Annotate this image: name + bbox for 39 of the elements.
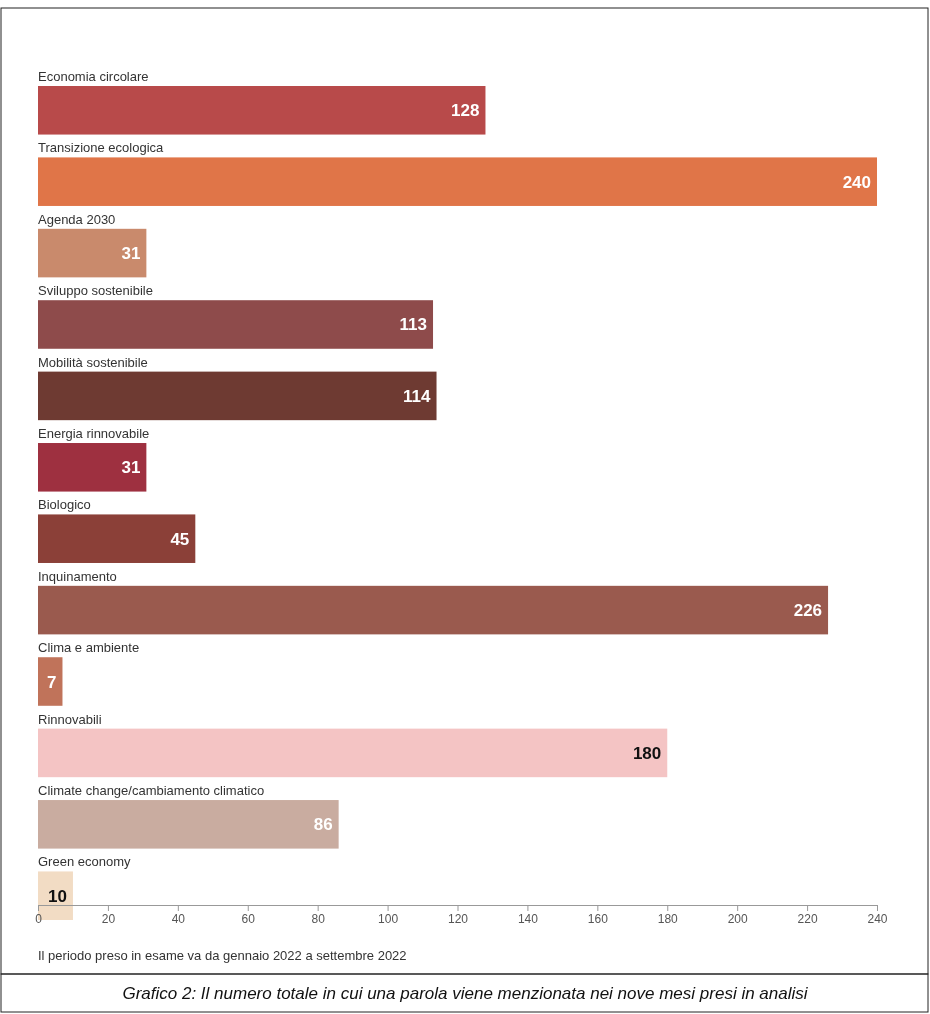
x-tick-label: 100	[378, 911, 399, 926]
x-tick-label: 80	[311, 911, 326, 926]
x-tick-label: 220	[797, 911, 818, 926]
data-label: 113	[399, 315, 428, 335]
x-tick-label: 180	[657, 911, 679, 926]
y-tick-label: Agenda 2030	[38, 211, 116, 227]
y-tick-label: Rinnovabili	[38, 711, 102, 727]
data-label: 128	[451, 101, 480, 121]
y-tick-label: Climate change/cambiamento climatico	[38, 783, 265, 799]
y-tick-label: Energia rinnovabile	[38, 426, 150, 442]
data-label: 180	[632, 743, 662, 763]
data-label: 7	[47, 672, 57, 692]
x-tick-label: 160	[587, 911, 609, 926]
text: Il periodo preso in esame va da gennaio 2022 a settembre 2022	[38, 948, 407, 963]
data-label: 240	[842, 172, 871, 192]
data-label: 226	[793, 601, 823, 621]
x-tick-label: 0	[35, 911, 43, 926]
y-tick-label: Inquinamento	[38, 568, 117, 584]
y-tick-label: Biologico	[38, 497, 91, 513]
y-tick-label: Green economy	[38, 854, 131, 870]
y-tick-label: Economia circolare	[38, 69, 149, 84]
x-tick-label: 120	[447, 911, 469, 926]
data-label: 31	[121, 244, 141, 264]
data-label: 10	[48, 886, 67, 906]
y-tick-label: Mobilità sostenibile	[38, 354, 148, 370]
x-tick-label: 240	[867, 911, 888, 926]
data-label: 45	[170, 529, 190, 549]
y-tick-label: Clima e ambiente	[38, 640, 140, 656]
x-tick-label: 200	[727, 911, 748, 926]
x-tick-label: 140	[517, 911, 539, 926]
text: Grafico 2: Il numero totale in cui una parola viene menzionata nei nove mesi presi in analisi	[122, 984, 809, 1003]
data-label: 86	[313, 815, 333, 835]
x-tick-label: 60	[241, 911, 256, 926]
x-tick-label: 20	[101, 911, 116, 926]
x-tick-label: 40	[171, 911, 186, 926]
y-tick-label: Sviluppo sostenibile	[38, 283, 153, 299]
data-label: 31	[121, 458, 141, 478]
data-label: 114	[403, 386, 432, 406]
y-tick-label: Transizione ecologica	[38, 140, 165, 156]
